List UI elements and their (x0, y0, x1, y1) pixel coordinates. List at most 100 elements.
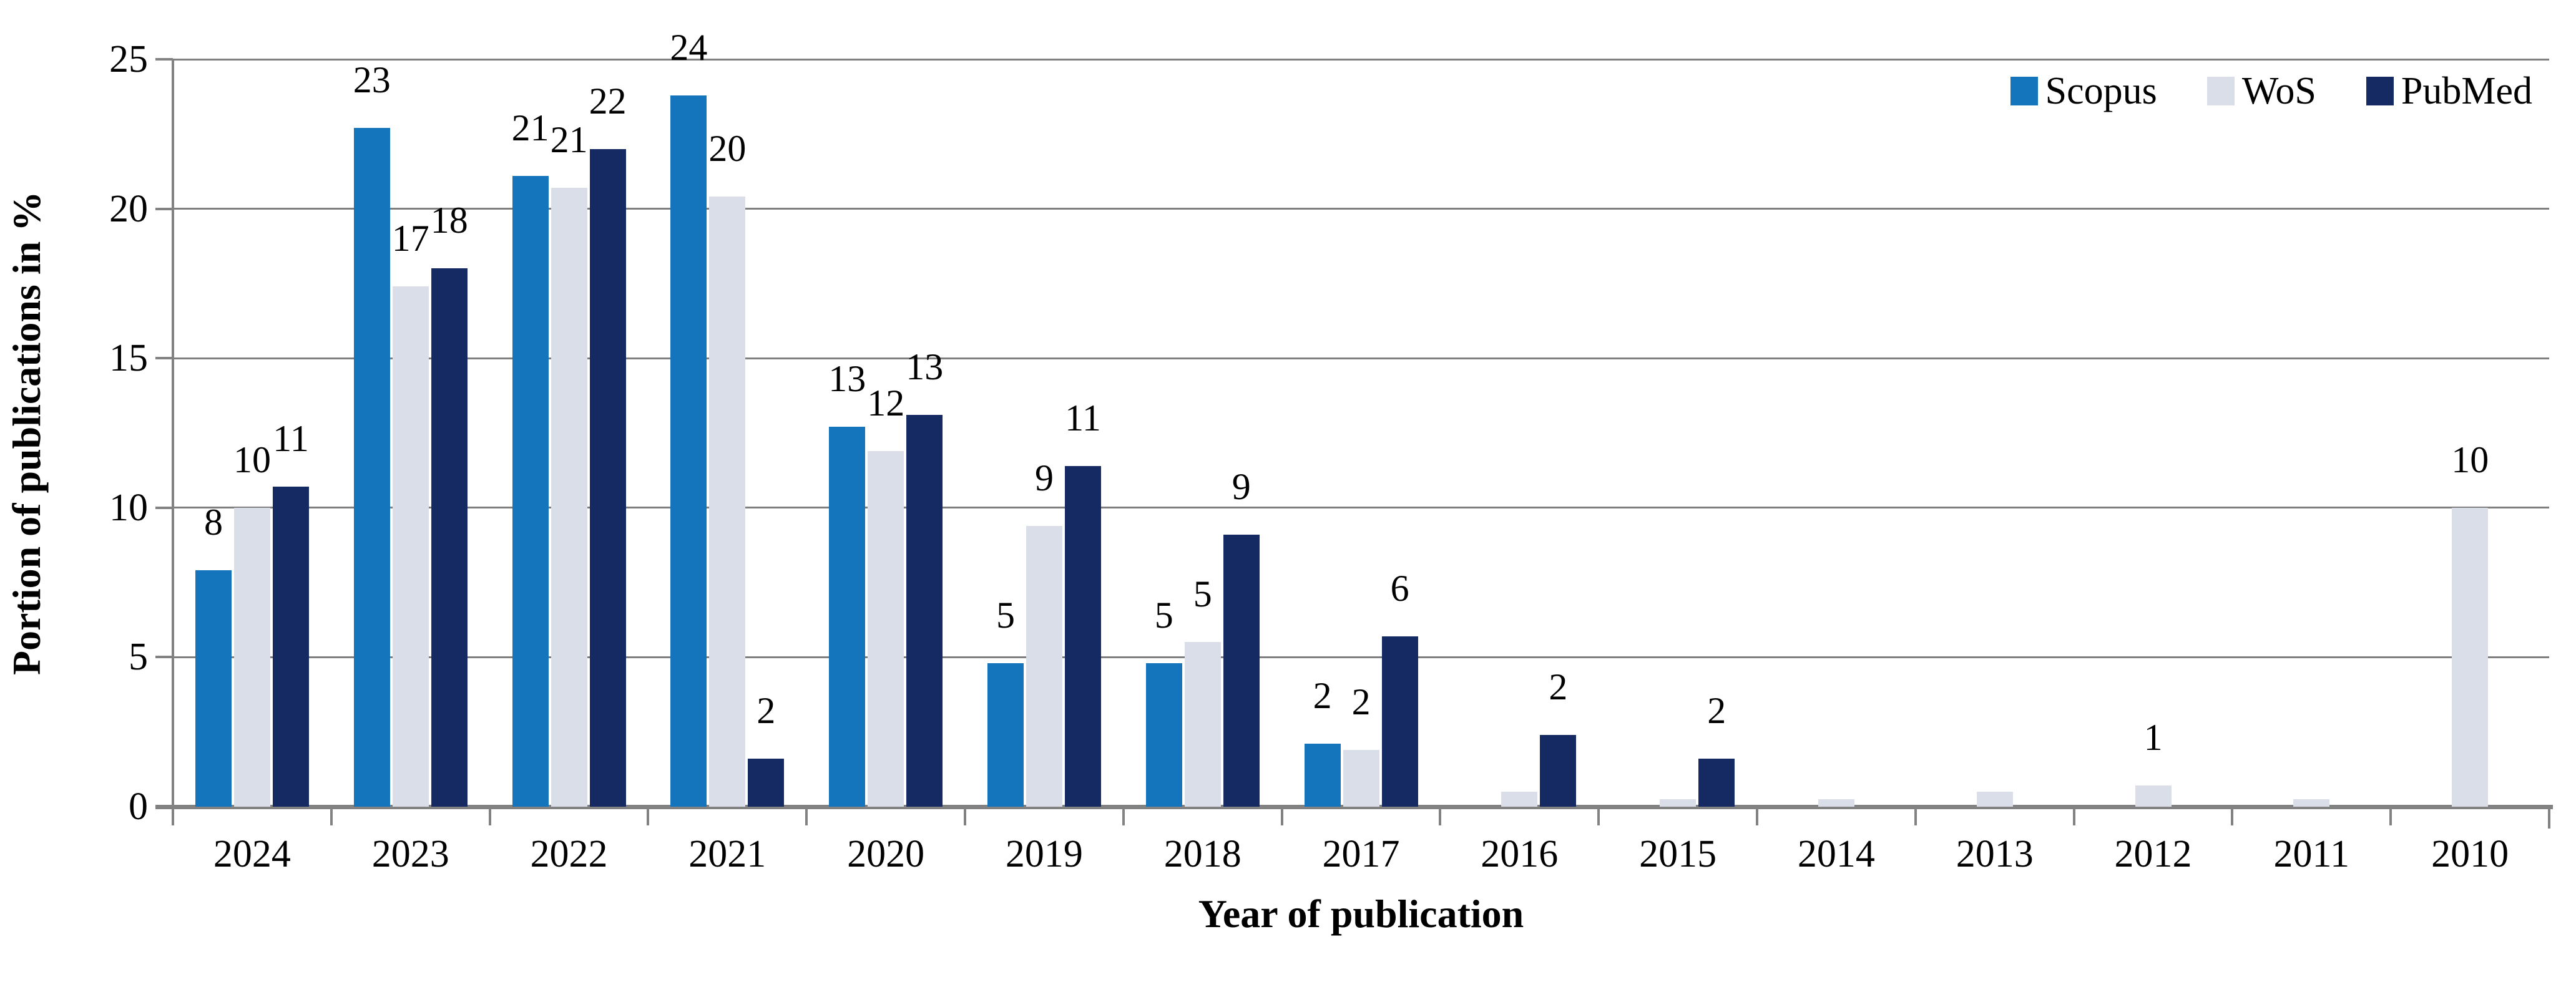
x-tick-mark (1914, 808, 1917, 825)
legend-swatch-icon (2366, 77, 2394, 105)
bar-wos-2021 (709, 197, 746, 807)
gridline-10 (173, 507, 2549, 509)
x-tick-label-2024: 2024 (213, 833, 291, 875)
x-tick-mark (1122, 808, 1125, 825)
x-axis-line (155, 805, 2553, 809)
x-tick-label-2013: 2013 (1956, 833, 2034, 875)
y-tick-mark (155, 58, 173, 61)
bar-pubmed-2018 (1223, 534, 1260, 807)
bar-label: 17 (391, 218, 429, 260)
bar-label: 10 (2451, 439, 2489, 480)
bar-scopus-2023 (353, 128, 390, 807)
x-tick-label-2018: 2018 (1163, 833, 1241, 875)
bar-label: 9 (1035, 457, 1054, 498)
bar-wos-2022 (551, 188, 587, 807)
bar-wos-2016 (1501, 792, 1538, 807)
x-tick-mark (488, 808, 491, 825)
y-tick-mark (155, 506, 173, 509)
bar-label: 2 (1313, 675, 1332, 717)
legend-label: WoS (2241, 70, 2316, 112)
x-tick-label-2011: 2011 (2273, 833, 2350, 875)
legend-label: PubMed (2401, 70, 2532, 112)
bar-pubmed-2019 (1065, 465, 1101, 807)
bar-scopus-2021 (670, 95, 707, 807)
gridline-20 (173, 208, 2549, 210)
x-tick-label-2017: 2017 (1322, 833, 1400, 875)
legend: Scopus WoS PubMed (2010, 69, 2532, 114)
bar-label: 11 (273, 418, 309, 460)
bar-pubmed-2015 (1698, 759, 1735, 807)
y-tick-label: 0 (129, 785, 148, 828)
x-tick-mark (1439, 808, 1442, 825)
bar-label: 1 (2143, 717, 2163, 759)
bar-scopus-2024 (195, 570, 232, 807)
bar-label: 21 (550, 119, 588, 161)
x-tick-label-2021: 2021 (688, 833, 766, 875)
bar-pubmed-2017 (1381, 636, 1418, 807)
bar-pubmed-2023 (431, 268, 468, 807)
bar-wos-2015 (1660, 799, 1697, 807)
bar-label: 22 (589, 80, 627, 122)
bar-wos-2010 (2452, 507, 2489, 807)
x-tick-mark (1280, 808, 1283, 825)
x-tick-label-2015: 2015 (1639, 833, 1717, 875)
bar-label: 2 (757, 690, 776, 732)
bar-wos-2011 (2293, 799, 2330, 807)
legend-item-scopus: Scopus (2010, 69, 2157, 114)
bar-label: 2 (1351, 681, 1371, 722)
bar-label: 18 (430, 200, 468, 241)
bar-label: 13 (828, 358, 866, 400)
legend-item-wos: WoS (2206, 69, 2316, 114)
bar-wos-2014 (1818, 799, 1854, 807)
bar-wos-2024 (234, 507, 270, 807)
bar-label: 20 (708, 128, 747, 170)
bar-wos-2023 (392, 286, 429, 807)
x-tick-label-2020: 2020 (847, 833, 925, 875)
x-tick-mark (2072, 808, 2075, 825)
bar-wos-2017 (1343, 749, 1379, 807)
bar-label: 8 (204, 502, 223, 543)
x-tick-mark (330, 808, 333, 825)
bar-wos-2012 (2135, 785, 2172, 807)
x-tick-mark (172, 808, 174, 825)
x-tick-label-2019: 2019 (1005, 833, 1083, 875)
x-tick-label-2010: 2010 (2431, 833, 2509, 875)
bar-label: 5 (1193, 573, 1212, 615)
bar-scopus-2018 (1145, 663, 1182, 807)
bar-pubmed-2021 (748, 759, 785, 807)
legend-label: Scopus (2045, 70, 2157, 112)
gridline-5 (173, 656, 2549, 658)
legend-swatch-icon (2206, 77, 2235, 105)
bar-pubmed-2020 (906, 415, 943, 807)
bar-label: 5 (1154, 594, 1173, 636)
x-tick-label-2022: 2022 (530, 833, 608, 875)
bar-label: 6 (1390, 567, 1409, 609)
bar-wos-2020 (868, 450, 904, 807)
bar-label: 9 (1232, 465, 1251, 507)
x-tick-label-2012: 2012 (2114, 833, 2192, 875)
gridline-15 (173, 357, 2549, 359)
bar-label: 5 (996, 594, 1015, 636)
bar-pubmed-2022 (589, 148, 626, 807)
y-axis-title: Portion of publications in % (4, 191, 49, 675)
bar-pubmed-2016 (1540, 734, 1577, 807)
y-axis-line (172, 59, 174, 807)
x-tick-mark (1597, 808, 1600, 825)
x-tick-label-2016: 2016 (1481, 833, 1559, 875)
bar-scopus-2019 (987, 663, 1024, 807)
legend-swatch-icon (2010, 77, 2038, 105)
x-tick-mark (2389, 808, 2392, 825)
bar-label: 2 (1549, 666, 1568, 707)
x-axis-title: Year of publication (1198, 892, 1524, 936)
y-tick-mark (155, 656, 173, 659)
bar-label: 2 (1707, 690, 1726, 732)
bar-wos-2018 (1184, 642, 1221, 807)
bar-label: 23 (353, 59, 391, 101)
x-tick-label-2023: 2023 (371, 833, 449, 875)
x-tick-label-2014: 2014 (1797, 833, 1875, 875)
x-tick-mark (1756, 808, 1758, 825)
y-tick-label: 25 (109, 38, 148, 80)
bar-scopus-2017 (1304, 744, 1341, 807)
bar-label: 11 (1065, 397, 1101, 439)
